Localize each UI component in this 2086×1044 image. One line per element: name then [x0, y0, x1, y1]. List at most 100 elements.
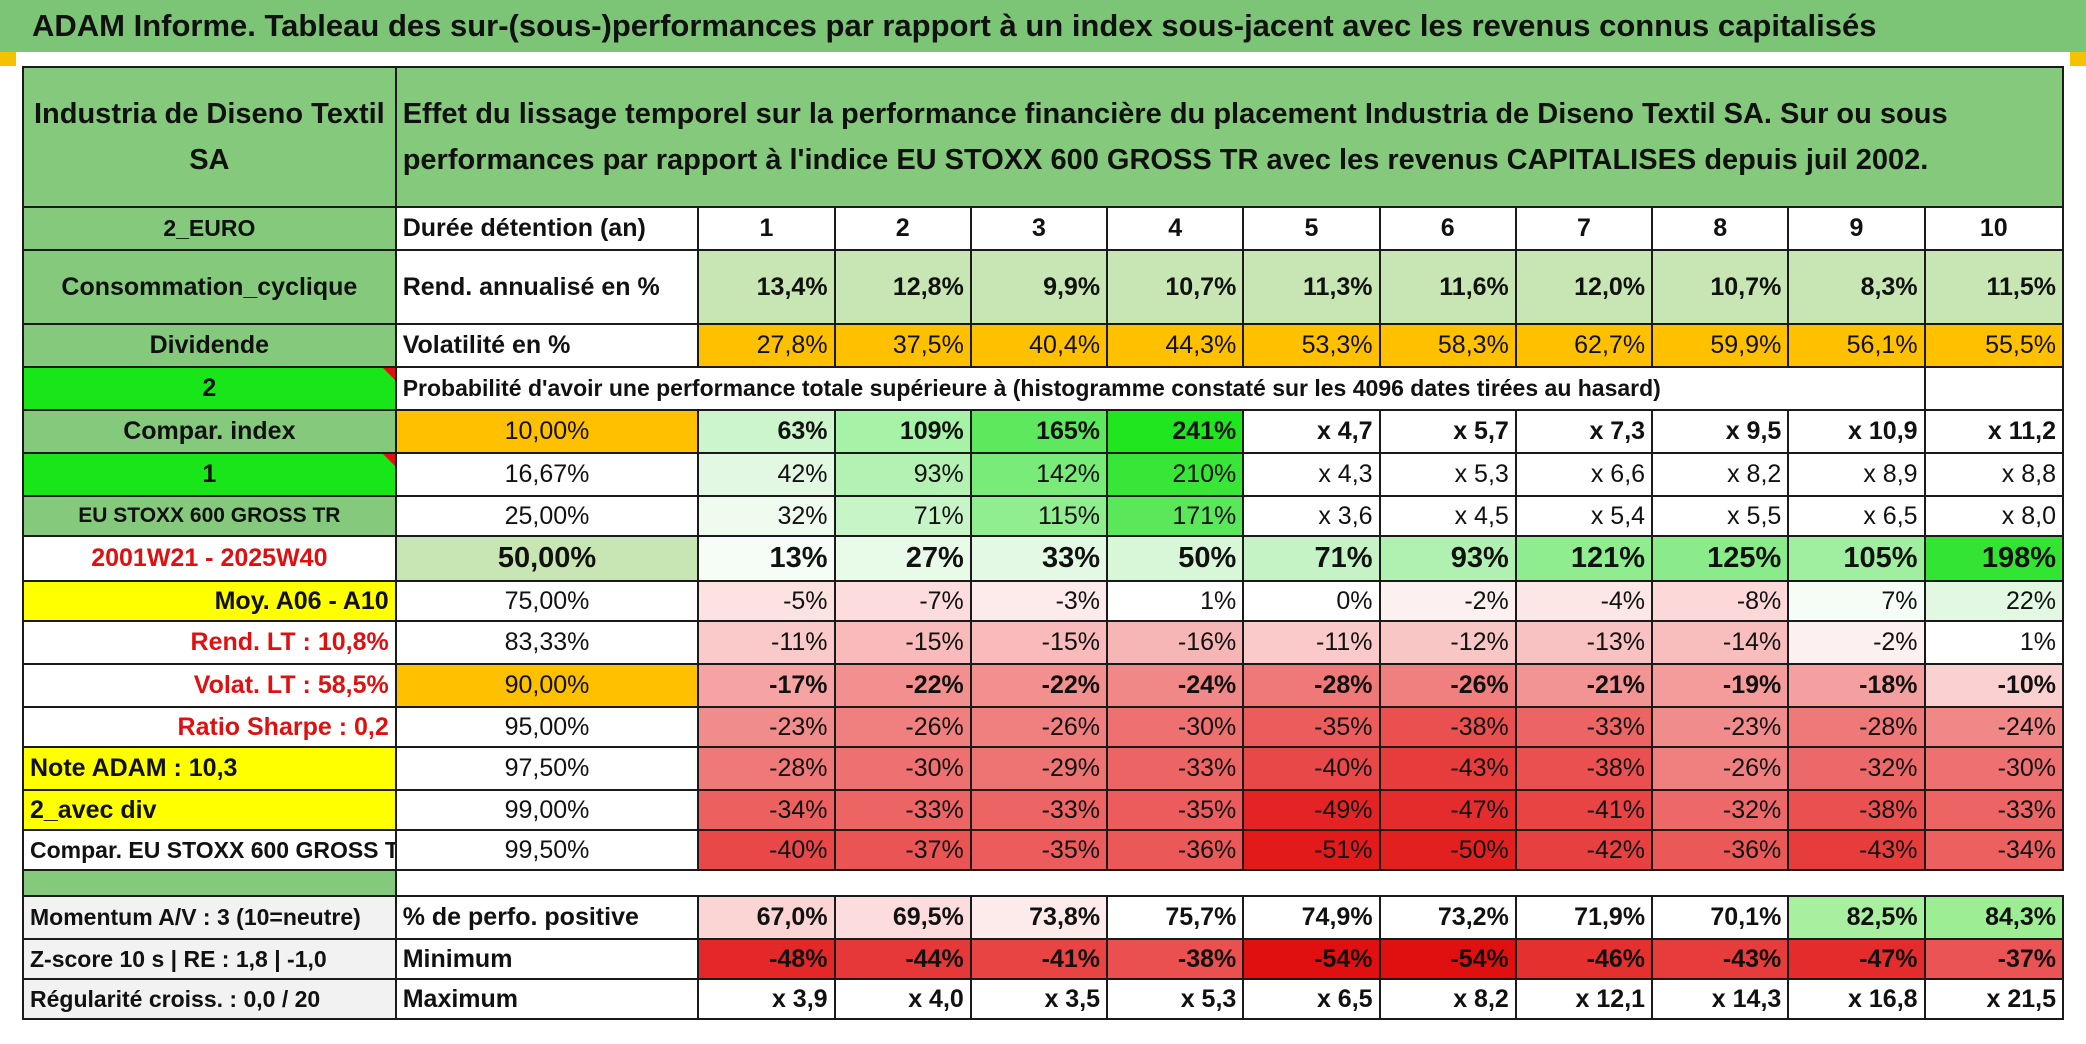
year-header: 4 — [1106, 206, 1245, 251]
year-header: 1 — [697, 206, 836, 251]
maximum-value: x 12,1 — [1514, 978, 1654, 1020]
year-header: 9 — [1787, 206, 1926, 251]
quantile-value: -8% — [1651, 580, 1790, 622]
maximum-label: Maximum — [394, 978, 700, 1020]
return-value: 12,8% — [833, 249, 972, 325]
adam-note: Note ADAM : 10,3 — [22, 746, 397, 791]
quantile-value: x 8,8 — [1923, 452, 2065, 497]
volatility-label: Volatilité en % — [394, 323, 700, 368]
quantile-value: 165% — [969, 409, 1109, 454]
quantile-value: -47% — [1378, 789, 1517, 831]
quantile-value: 63% — [697, 409, 836, 454]
volatility-value: 40,4% — [969, 323, 1109, 368]
volatility-value: 37,5% — [833, 323, 972, 368]
minimum-value: -54% — [1242, 938, 1381, 980]
maximum-value: x 5,3 — [1106, 978, 1245, 1020]
quantile-value: -38% — [1514, 746, 1654, 791]
minimum-value: -41% — [969, 938, 1109, 980]
volatility-value: 27,8% — [697, 323, 836, 368]
return-value: 10,7% — [1106, 249, 1245, 325]
quantile-value: -51% — [1242, 829, 1381, 871]
quantile-value: -28% — [1242, 663, 1381, 708]
quantile-value: -5% — [697, 580, 836, 622]
quantile-value: -33% — [1106, 746, 1245, 791]
probability-row: 2 Probabilité d'avoir une performance to… — [22, 366, 2065, 411]
period-label: 2001W21 - 2025W40 — [22, 535, 397, 582]
quantile-value: 71% — [833, 495, 972, 537]
maximum-value: x 14,3 — [1651, 978, 1790, 1020]
year-header: 8 — [1651, 206, 1790, 251]
compar-index-label: Compar. index — [22, 409, 397, 454]
positive-perf-value: 74,9% — [1242, 895, 1381, 940]
quantile-value: 142% — [969, 452, 1109, 497]
positive-perf-value: 73,8% — [969, 895, 1109, 940]
header-row: Industria de Diseno Textil SA Effet du l… — [22, 66, 2065, 208]
return-row: Consommation_cyclique Rend. annualisé en… — [22, 249, 2065, 325]
quantile-value: -35% — [969, 829, 1109, 871]
quantile-value: x 5,4 — [1514, 495, 1654, 537]
quantile-value: 13% — [697, 535, 836, 582]
year-header: 6 — [1378, 206, 1517, 251]
quantile-value: 1% — [1106, 580, 1245, 622]
quantile-label: 16,67% — [394, 452, 700, 497]
quantile-value: 33% — [969, 535, 1109, 582]
quantile-value: -49% — [1242, 789, 1381, 831]
return-value: 10,7% — [1651, 249, 1790, 325]
quantile-row: 2_avec div 99,00% -34% -33% -33% -35% -49% -47%… — [22, 789, 2065, 831]
regularity-label: Régularité croiss. : 0,0 / 20 — [22, 978, 397, 1020]
quantile-value: -36% — [1106, 829, 1245, 871]
quantile-value: -3% — [969, 580, 1109, 622]
minimum-value: -47% — [1787, 938, 1926, 980]
quantile-value: -10% — [1923, 663, 2065, 708]
quantile-label: 75,00% — [394, 580, 700, 622]
volatility-value: 58,3% — [1378, 323, 1517, 368]
index-name: EU STOXX 600 GROSS TR — [22, 495, 397, 537]
positive-perf-value: 73,2% — [1378, 895, 1517, 940]
quantile-value: x 7,3 — [1514, 409, 1654, 454]
quantile-value: -15% — [969, 620, 1109, 665]
quantile-value: -33% — [833, 789, 972, 831]
quantile-row: Rend. LT : 10,8% 83,33% -11% -15% -15% -16% -1… — [22, 620, 2065, 665]
minimum-value: -37% — [1923, 938, 2065, 980]
quantile-value: 198% — [1923, 535, 2065, 582]
positive-perf-value: 67,0% — [697, 895, 836, 940]
quantile-value: -42% — [1514, 829, 1654, 871]
positive-perf-label: % de perfo. positive — [394, 895, 700, 940]
minimum-row: Z-score 10 s | RE : 1,8 | -1,0 Minimum -48… — [22, 938, 2065, 980]
comparison-full: Compar. EU STOXX 600 GROSS TR — [22, 829, 397, 871]
quantile-label: 97,50% — [394, 746, 700, 791]
long-term-volatility: Volat. LT : 58,5% — [22, 663, 397, 708]
quantile-value: -40% — [697, 829, 836, 871]
quantile-value: 0% — [1242, 580, 1381, 622]
quantile-value: -29% — [969, 746, 1109, 791]
quantile-value: x 8,2 — [1651, 452, 1790, 497]
quantile-value: 50% — [1106, 535, 1245, 582]
quantile-label: 90,00% — [394, 663, 700, 708]
return-value: 11,5% — [1923, 249, 2065, 325]
report-title: ADAM Informe. Tableau des sur-(sous-)per… — [0, 0, 2086, 52]
volatility-value: 62,7% — [1514, 323, 1654, 368]
year-header: 3 — [969, 206, 1109, 251]
maximum-value: x 3,9 — [697, 978, 836, 1020]
maximum-value: x 16,8 — [1787, 978, 1926, 1020]
return-value: 11,3% — [1242, 249, 1381, 325]
maximum-value: x 3,5 — [969, 978, 1109, 1020]
quantile-value: -11% — [1242, 620, 1381, 665]
quantile-label: 50,00% — [394, 535, 700, 582]
quantile-value: x 5,7 — [1378, 409, 1517, 454]
return-value: 12,0% — [1514, 249, 1654, 325]
quantile-value: -11% — [697, 620, 836, 665]
quantile-value: -28% — [1787, 706, 1926, 748]
sector-label: Consommation_cyclique — [22, 249, 397, 325]
quantile-value: x 6,5 — [1787, 495, 1926, 537]
quantile-value: -41% — [1514, 789, 1654, 831]
quantile-value: 32% — [697, 495, 836, 537]
selector-1[interactable]: 1 — [22, 452, 397, 497]
maximum-row: Régularité croiss. : 0,0 / 20 Maximum x 3,… — [22, 978, 2065, 1020]
corner-mark-left — [0, 52, 16, 66]
quantile-value: -16% — [1106, 620, 1245, 665]
quantile-value: -22% — [969, 663, 1109, 708]
maximum-value: x 21,5 — [1923, 978, 2065, 1020]
selector-2[interactable]: 2 — [22, 366, 397, 411]
quantile-value: 1% — [1923, 620, 2065, 665]
